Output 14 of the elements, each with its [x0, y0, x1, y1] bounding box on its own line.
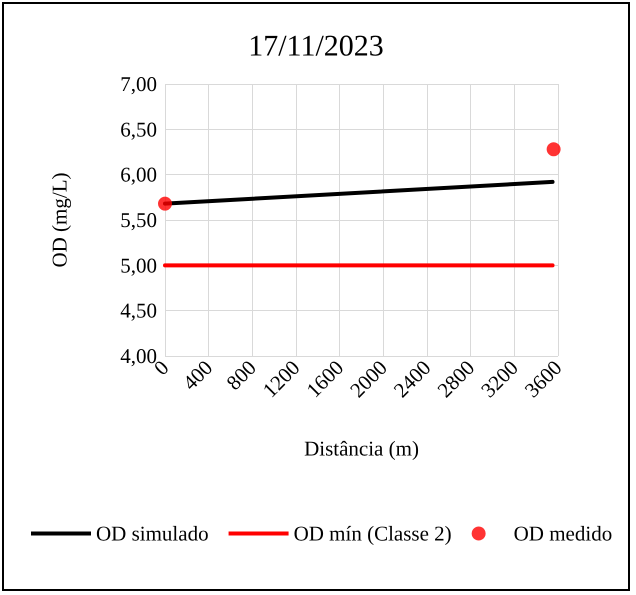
y-tick-label: 5,00: [120, 253, 157, 278]
x-tick-label: 400: [178, 356, 218, 395]
y-tick-label: 6,00: [120, 162, 157, 187]
x-tick-label: 800: [222, 356, 261, 395]
x-axis-title: Distância (m): [304, 436, 419, 460]
y-tick-label: 5,50: [120, 208, 157, 232]
y-tick-label: 6,50: [120, 117, 157, 142]
legend-label: OD simulado: [96, 522, 209, 546]
y-axis-title: OD (mg/L): [48, 172, 72, 268]
legend-label: OD mín (Classe 2): [294, 522, 452, 546]
y-tick-label: 4,50: [120, 298, 157, 323]
legend-label: OD medido: [514, 522, 612, 546]
chart-title: 17/11/2023: [248, 30, 384, 62]
y-tick-label: 7,00: [120, 72, 157, 96]
